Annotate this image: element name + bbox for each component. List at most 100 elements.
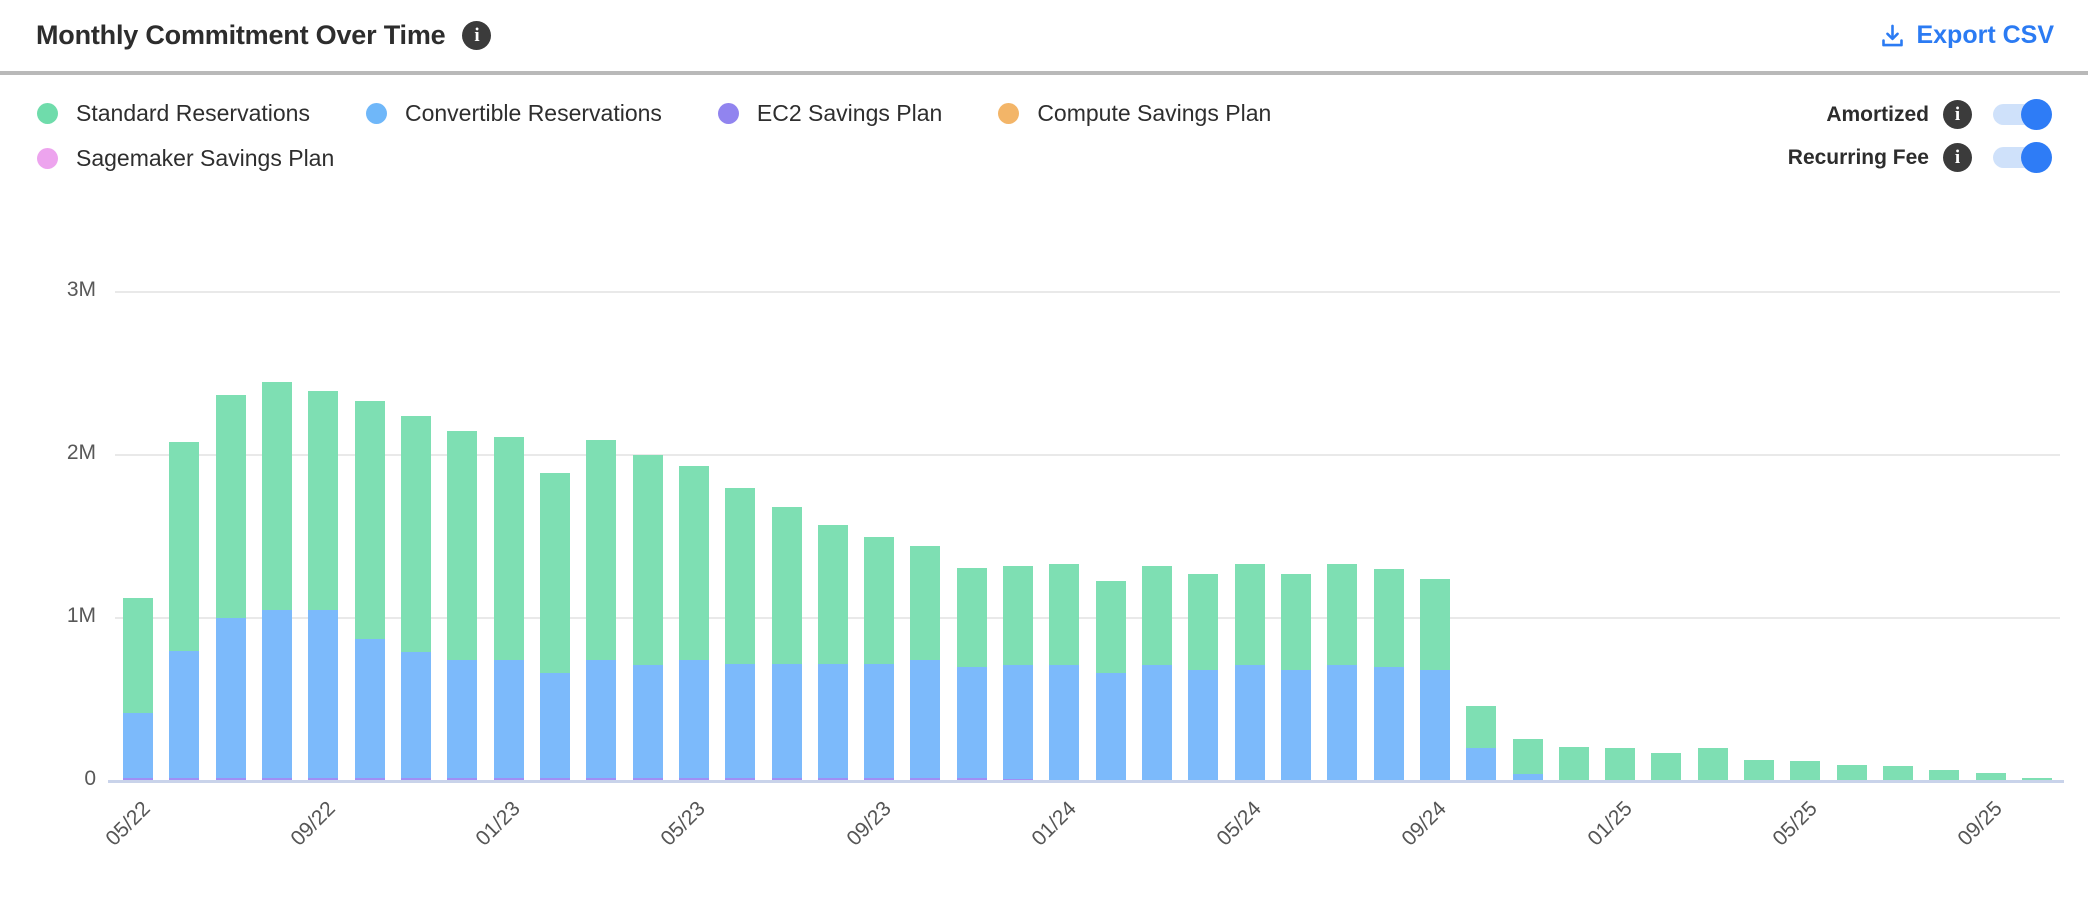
bar-03/24[interactable]: [1134, 292, 1180, 781]
bar-12/22[interactable]: [439, 292, 485, 781]
bar-segment-convertible-reservations: [678, 660, 709, 778]
bar-stack: [1651, 753, 1682, 781]
bar-09/23[interactable]: 09/23: [842, 292, 902, 850]
legend-label: Convertible Reservations: [404, 100, 662, 126]
x-tick-label-05/23: 05/23: [656, 797, 711, 851]
legend-item-compute-savings-plan[interactable]: Compute Savings Plan: [998, 100, 1271, 127]
bar-06/23[interactable]: [717, 292, 763, 781]
y-tick-label-2M: 2M: [66, 441, 96, 464]
x-tick-label-05/22: 05/22: [100, 797, 155, 851]
recurring-fee-info-icon[interactable]: i: [1943, 143, 1972, 172]
bar-02/24[interactable]: [1088, 292, 1134, 781]
bar-segment-ec2-savings-plan: [169, 777, 200, 781]
bar-07/24[interactable]: [1319, 292, 1365, 781]
bar-06/22[interactable]: [161, 292, 207, 781]
bar-05/24[interactable]: 05/24: [1212, 292, 1273, 850]
gridline-2M: [115, 454, 2060, 456]
bar-10/25[interactable]: [2014, 292, 2060, 781]
bar-segment-standard-reservations: [169, 442, 200, 651]
recurring-fee-toggle[interactable]: [1993, 142, 2052, 173]
legend-section: Standard Reservations Convertible Reserv…: [0, 75, 2088, 173]
bar-segment-ec2-savings-plan: [586, 777, 617, 781]
bar-08/24[interactable]: [1365, 292, 1411, 781]
bar-12/23[interactable]: [995, 292, 1041, 781]
x-tick-label-09/24: 09/24: [1397, 797, 1452, 851]
gridline-1M: [115, 617, 2060, 619]
export-csv-button[interactable]: Export CSV: [1879, 21, 2054, 50]
bar-10/22[interactable]: [347, 292, 393, 781]
bar-segment-convertible-reservations: [169, 650, 200, 778]
bar-03/23[interactable]: [578, 292, 624, 781]
bar-05/22[interactable]: 05/22: [101, 292, 161, 850]
bar-02/23[interactable]: [532, 292, 578, 781]
legend-item-sagemaker-savings-plan[interactable]: Sagemaker Savings Plan: [37, 145, 334, 172]
bar-segment-ec2-savings-plan: [725, 777, 756, 781]
bar-stack: [1605, 748, 1636, 781]
bar-09/24[interactable]: 09/24: [1398, 292, 1458, 850]
bar-segment-standard-reservations: [632, 455, 663, 666]
x-tick-label-09/25: 09/25: [1953, 797, 2007, 851]
bar-segment-standard-reservations: [1188, 574, 1219, 671]
y-tick-label-0: 0: [84, 767, 96, 790]
bar-stack: [123, 598, 154, 781]
bar-stack: [725, 487, 756, 781]
recurring-fee-label: Recurring Fee: [1787, 145, 1929, 169]
bar-09/22[interactable]: 09/22: [286, 292, 346, 850]
bar-segment-standard-reservations: [1929, 769, 1960, 781]
bar-01/25[interactable]: 01/25: [1583, 292, 1643, 850]
bar-07/22[interactable]: [208, 292, 254, 781]
bar-segment-standard-reservations: [1003, 565, 1034, 666]
bar-segment-ec2-savings-plan: [956, 777, 987, 781]
bar-05/25[interactable]: 05/25: [1768, 292, 1828, 850]
bar-05/23[interactable]: 05/23: [657, 292, 717, 850]
bar-10/23[interactable]: [902, 292, 948, 781]
bar-08/23[interactable]: [810, 292, 856, 781]
bar-stack: [1790, 761, 1821, 781]
bar-01/23[interactable]: 01/23: [471, 292, 532, 850]
bar-04/25[interactable]: [1736, 292, 1782, 781]
title-info-icon[interactable]: i: [462, 21, 492, 50]
bar-segment-ec2-savings-plan: [910, 777, 941, 781]
bar-11/22[interactable]: [393, 292, 439, 781]
y-tick-label-3M: 3M: [66, 278, 96, 301]
bar-12/24[interactable]: [1551, 292, 1597, 781]
bar-08/25[interactable]: [1921, 292, 1967, 781]
gridline-3M: [115, 291, 2060, 293]
bar-11/24[interactable]: [1504, 292, 1550, 781]
bar-segment-standard-reservations: [262, 381, 293, 610]
amortized-info-icon[interactable]: i: [1943, 100, 1972, 129]
toggle-panel: Amortized i Recurring Fee i: [1787, 99, 2058, 173]
bar-stack: [169, 442, 200, 781]
bar-segment-standard-reservations: [1697, 748, 1728, 781]
bar-segment-standard-reservations: [771, 507, 802, 664]
bar-10/24[interactable]: [1458, 292, 1504, 781]
bar-04/24[interactable]: [1180, 292, 1226, 781]
bar-03/25[interactable]: [1690, 292, 1736, 781]
standard-reservations-dot-icon: [37, 103, 58, 124]
bar-segment-convertible-reservations: [1373, 666, 1404, 781]
bar-08/22[interactable]: [254, 292, 300, 781]
bar-segment-standard-reservations: [2021, 777, 2052, 781]
bar-04/23[interactable]: [624, 292, 670, 781]
page-title: Monthly Commitment Over Time: [36, 20, 446, 50]
x-axis-line: [108, 780, 2064, 783]
bar-segment-ec2-savings-plan: [864, 777, 895, 781]
bar-07/25[interactable]: [1875, 292, 1921, 781]
bar-09/25[interactable]: 09/25: [1953, 292, 2014, 850]
bar-segment-ec2-savings-plan: [539, 777, 570, 781]
bar-01/24[interactable]: 01/24: [1027, 292, 1087, 850]
bar-segment-convertible-reservations: [493, 660, 524, 778]
bar-06/24[interactable]: [1273, 292, 1319, 781]
bar-11/23[interactable]: [949, 292, 995, 781]
bar-07/23[interactable]: [763, 292, 809, 781]
bar-06/25[interactable]: [1829, 292, 1875, 781]
amortized-toggle[interactable]: [1993, 99, 2052, 130]
export-csv-label: Export CSV: [1916, 21, 2054, 49]
commitment-bar-chart: 0 1M 2M 3M 05/22 09/22 01/23 05/23 09/23 01/24 05…: [0, 278, 2088, 892]
bar-segment-convertible-reservations: [1003, 665, 1034, 780]
bar-segment-convertible-reservations: [910, 660, 941, 778]
legend-item-convertible-reservations[interactable]: Convertible Reservations: [365, 100, 662, 127]
bar-02/25[interactable]: [1643, 292, 1689, 781]
legend-item-ec2-savings-plan[interactable]: EC2 Savings Plan: [717, 100, 942, 127]
legend-item-standard-reservations[interactable]: Standard Reservations: [37, 100, 310, 127]
